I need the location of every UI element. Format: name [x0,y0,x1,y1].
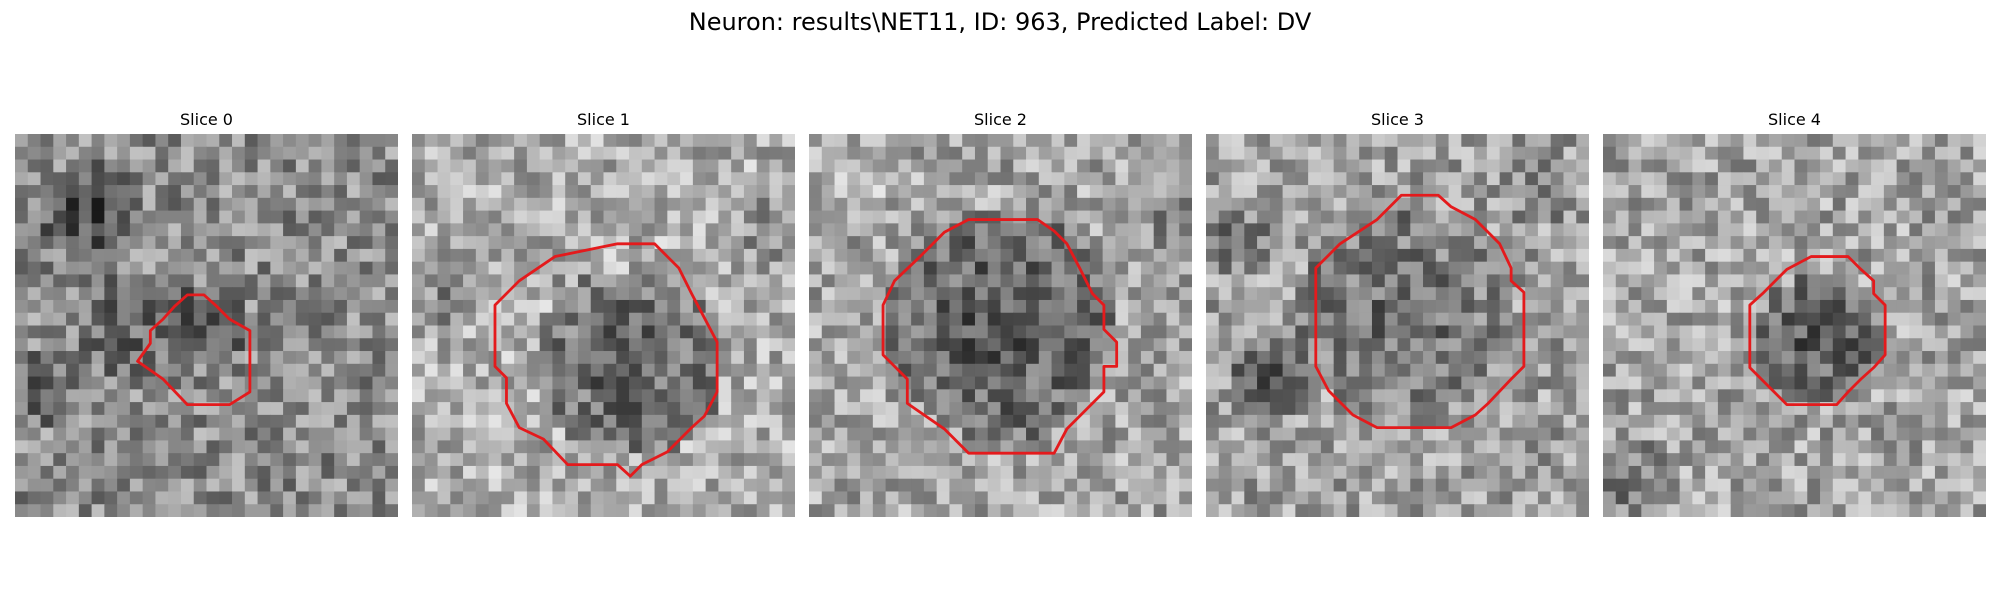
slice-title: Slice 3 [1371,110,1424,129]
roi-contour [881,218,1119,455]
slice-title: Slice 2 [974,110,1027,129]
figure-title: Neuron: results\NET11, ID: 963, Predicte… [688,8,1312,36]
roi-contour [136,293,252,407]
slice-title: Slice 4 [1768,110,1821,129]
roi-contour [1314,193,1526,430]
slice-image [809,134,1192,517]
slice-image [1603,134,1986,517]
slice-image [412,134,795,517]
roi-contour [1748,255,1887,407]
slice-image [15,134,398,517]
slice-image [1206,134,1589,517]
slice-title: Slice 0 [180,110,233,129]
roi-contour [493,242,719,478]
slice-title: Slice 1 [577,110,630,129]
